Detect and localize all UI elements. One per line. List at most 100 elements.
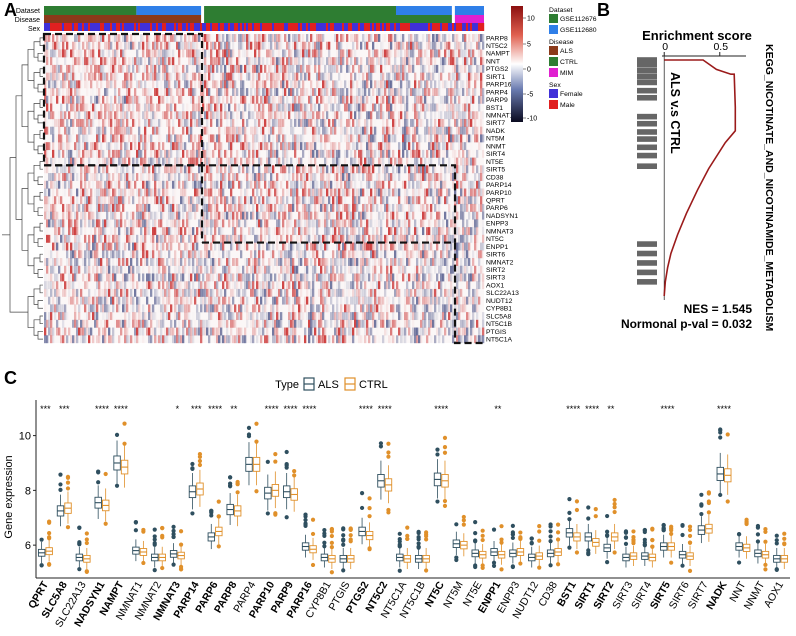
heatmap-cell	[138, 149, 141, 158]
heatmap-cell	[258, 142, 261, 151]
heatmap-cell	[332, 227, 335, 236]
heatmap-cell	[462, 157, 465, 166]
heatmap-cell	[344, 103, 347, 112]
heatmap-cell	[370, 234, 373, 243]
heatmap-cell	[134, 88, 137, 96]
heatmap-cell	[194, 250, 197, 259]
heatmap-cell	[58, 49, 61, 58]
heatmap-cell	[254, 234, 257, 243]
heatmap-cell	[406, 250, 409, 259]
heatmap-cell	[278, 203, 281, 212]
heatmap-cell	[306, 173, 309, 181]
heatmap-cell	[146, 118, 149, 127]
heatmap-cell	[148, 211, 151, 220]
heatmap-cell	[362, 95, 365, 104]
heatmap-cell	[106, 34, 109, 42]
heatmap-cell	[404, 49, 407, 58]
heatmap-cell	[80, 242, 83, 251]
heatmap-cell	[394, 180, 397, 189]
heatmap-cell	[394, 219, 397, 228]
heatmap-cell	[408, 142, 411, 151]
heatmap-cell	[84, 49, 87, 58]
heatmap-cell	[456, 180, 459, 189]
heatmap-cell	[240, 219, 242, 227]
heatmap-cell	[326, 157, 329, 166]
heatmap-cell	[76, 188, 79, 197]
heatmap-cell	[230, 165, 233, 174]
heatmap-cell	[452, 173, 455, 181]
heatmap-cell	[154, 118, 157, 127]
heatmap-cell	[50, 219, 53, 228]
heatmap-cell	[434, 103, 437, 112]
heatmap-cell	[276, 57, 279, 66]
heatmap-cell	[66, 88, 69, 96]
heatmap-cell	[108, 149, 111, 158]
heatmap-cell	[78, 242, 81, 251]
heatmap-cell	[260, 203, 263, 212]
heatmap-cell	[198, 103, 201, 112]
heatmap-cell	[306, 72, 309, 81]
heatmap-cell	[268, 203, 271, 212]
heatmap-cell	[82, 126, 85, 135]
heatmap-cell	[240, 227, 243, 236]
heatmap-cell	[236, 242, 239, 251]
heatmap-cell	[152, 142, 155, 151]
heatmap-cell	[54, 150, 56, 158]
heatmap-cell	[266, 127, 268, 135]
heatmap-cell	[462, 64, 465, 73]
heatmap-cell	[106, 265, 109, 274]
heatmap-cell	[58, 134, 61, 143]
heatmap-cell	[126, 258, 129, 266]
heatmap-cell	[374, 173, 376, 181]
annot-bar-sex	[440, 23, 443, 31]
heatmap-cell	[58, 243, 60, 251]
heatmap-cell	[346, 142, 349, 151]
heatmap-cell	[338, 157, 341, 166]
annot-bar-sex	[312, 23, 315, 31]
heatmap-cell	[108, 265, 111, 274]
heatmap-cell	[44, 203, 47, 212]
annot-label-disease: Disease	[15, 17, 40, 24]
heatmap-cell	[302, 188, 305, 197]
heatmap-cell	[124, 258, 127, 266]
heatmap-cell	[368, 127, 370, 135]
heatmap-cell	[228, 64, 231, 73]
heatmap-cell	[358, 173, 361, 181]
heatmap-cell	[304, 118, 307, 127]
heatmap-cell	[256, 203, 259, 212]
heatmap-cell	[358, 126, 361, 135]
heatmap-cell	[222, 211, 225, 220]
heatmap-cell	[358, 72, 361, 81]
heatmap-cell	[214, 219, 217, 228]
heatmap-cell	[186, 149, 189, 158]
heatmap-cell	[204, 173, 207, 181]
heatmap-cell	[286, 250, 289, 259]
heatmap-cell	[368, 242, 371, 251]
heatmap-cell	[78, 80, 81, 89]
annot-bar-sex	[246, 23, 249, 31]
heatmap-cell	[258, 34, 261, 42]
heatmap-cell	[50, 88, 53, 96]
heatmap-cell	[472, 88, 475, 96]
heatmap-cell	[136, 111, 139, 120]
heatmap-cell	[390, 204, 392, 212]
heatmap-cell	[330, 188, 333, 197]
heatmap-cell	[120, 196, 123, 205]
heatmap-cell	[334, 126, 337, 135]
heatmap-cell	[54, 203, 57, 212]
heatmap-cell	[482, 64, 485, 73]
heatmap-cell	[240, 211, 243, 220]
heatmap-cell	[426, 88, 429, 96]
heatmap-cell	[256, 34, 259, 42]
heatmap-cell	[320, 258, 323, 266]
heatmap-cell	[300, 118, 303, 127]
heatmap-cell	[282, 142, 285, 151]
heatmap-cell	[310, 118, 313, 127]
heatmap-cell	[218, 227, 221, 236]
heatmap-cell	[388, 173, 391, 181]
heatmap-cell	[276, 173, 279, 181]
heatmap-cell	[336, 57, 339, 66]
heatmap-cell	[270, 149, 273, 158]
heatmap-cell	[178, 203, 181, 212]
heatmap-cell	[54, 242, 57, 251]
